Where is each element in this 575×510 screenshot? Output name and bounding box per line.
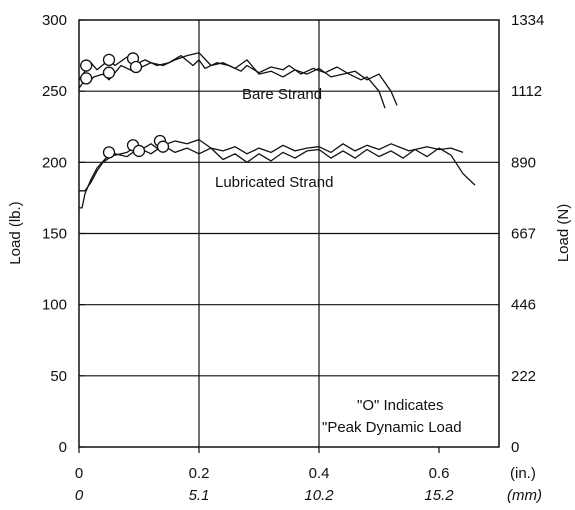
y-axis-title-right: Load (N) xyxy=(555,204,572,262)
peak-marker xyxy=(129,60,143,74)
series-line-bare-1 xyxy=(78,54,386,109)
label-lubricated-strand: Lubricated Strand xyxy=(215,174,333,191)
peak-markers xyxy=(80,52,170,159)
y-tick-left: 150 xyxy=(42,226,67,243)
x-tick-mm: 5.1 xyxy=(189,487,210,504)
peak-marker xyxy=(102,53,116,67)
x-tick-mm: 10.2 xyxy=(304,487,334,504)
y-tick-right: 890 xyxy=(511,154,536,171)
note-peak-line1: "O" Indicates xyxy=(357,397,444,414)
y-tick-left: 50 xyxy=(50,368,67,385)
y-tick-right: 446 xyxy=(511,297,536,314)
x-tick-in: 0.2 xyxy=(189,465,210,482)
x-tick-mm: 15.2 xyxy=(424,487,454,504)
x-tick-in: 0 xyxy=(75,465,83,482)
y-tick-left: 200 xyxy=(42,154,67,171)
y-tick-right: 1112 xyxy=(511,83,542,100)
y-tick-right: 0 xyxy=(511,439,519,456)
series-line-bare-2 xyxy=(78,52,398,106)
y-tick-left: 100 xyxy=(42,297,67,314)
x-tick-in: 0.6 xyxy=(429,465,450,482)
label-bare-strand: Bare Strand xyxy=(242,86,322,103)
y-tick-right: 1334 xyxy=(511,12,544,29)
y-tick-right: 222 xyxy=(511,368,536,385)
peak-marker xyxy=(80,59,93,72)
x-tick-in: 0.4 xyxy=(309,465,330,482)
x-unit-mm: (mm) xyxy=(507,487,542,504)
series-line-lubricated-4 xyxy=(79,144,476,192)
y-tick-left: 0 xyxy=(59,439,67,456)
x-tick-mm: 0 xyxy=(75,487,84,504)
x-unit-inches: (in.) xyxy=(510,465,536,482)
y-tick-right: 667 xyxy=(511,226,536,243)
peak-marker xyxy=(80,72,93,85)
peak-marker xyxy=(102,66,116,79)
y-tick-left: 250 xyxy=(42,83,67,100)
note-peak-line2: "Peak Dynamic Load xyxy=(322,419,462,436)
y-tick-left: 300 xyxy=(42,12,67,29)
peak-marker xyxy=(132,144,146,158)
grid-lines xyxy=(79,20,499,447)
peak-marker xyxy=(102,146,116,159)
y-axis-title-left: Load (lb.) xyxy=(7,201,24,264)
peak-marker xyxy=(156,140,170,153)
